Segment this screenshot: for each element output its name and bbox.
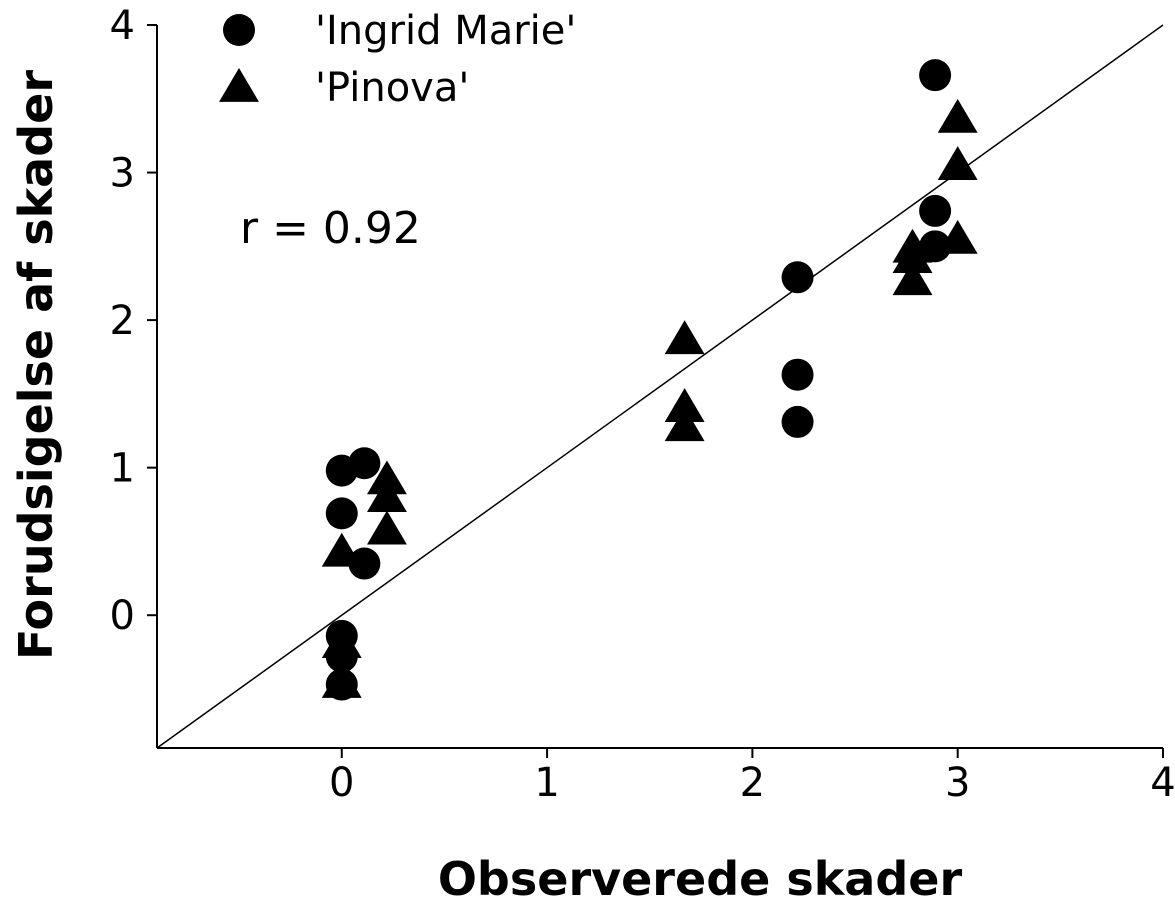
triangle-point — [366, 460, 407, 495]
triangle-point — [366, 510, 407, 545]
triangle-point — [664, 388, 705, 422]
triangle-point — [892, 239, 933, 273]
circle-point — [348, 447, 381, 480]
circle-point — [325, 497, 358, 530]
triangle-point — [664, 320, 705, 355]
circle-point — [919, 59, 952, 92]
fit-line — [156, 24, 1164, 749]
y-axis-title: Forudsigelse af skader — [9, 70, 63, 660]
y-tick-label: 2 — [110, 298, 135, 344]
y-tick-label: 4 — [110, 3, 135, 49]
axes — [156, 25, 1163, 749]
legend-label: 'Pinova' — [315, 65, 469, 111]
circle-point — [781, 358, 814, 391]
x-tick-label: 3 — [945, 760, 970, 806]
triangle-point — [366, 478, 407, 512]
ticks: 0 1 2 3 4 0 1 2 3 4 — [110, 3, 1175, 806]
correlation-annotation: r = 0.92 — [240, 203, 421, 254]
x-tick-label: 1 — [534, 760, 559, 806]
x-axis-title: Observerede skader — [438, 852, 963, 906]
triangle-point — [937, 146, 978, 180]
y-tick-label: 1 — [110, 446, 135, 492]
circle-point — [348, 547, 381, 580]
triangle-point — [937, 219, 978, 254]
circle-point — [919, 194, 952, 227]
triangle-point — [937, 98, 978, 133]
triangle-point — [321, 624, 362, 659]
fit-line-group — [156, 24, 1164, 749]
triangle-point — [664, 407, 705, 442]
y-tick-label: 3 — [110, 151, 135, 197]
x-tick-label: 2 — [740, 760, 765, 806]
legend-circle-marker — [223, 14, 255, 46]
legend-triangle-marker — [219, 68, 259, 102]
legend: 'Ingrid Marie' 'Pinova' — [219, 8, 576, 111]
triangle-point — [321, 532, 362, 567]
circle-point — [781, 261, 814, 294]
y-tick-label: 0 — [110, 593, 135, 639]
x-tick-label: 4 — [1150, 760, 1175, 806]
legend-label: 'Ingrid Marie' — [315, 8, 576, 54]
data-points — [321, 59, 978, 701]
triangle-point — [321, 664, 362, 698]
circle-point — [781, 405, 814, 438]
triangle-point — [892, 261, 933, 296]
x-tick-label: 0 — [329, 760, 354, 806]
